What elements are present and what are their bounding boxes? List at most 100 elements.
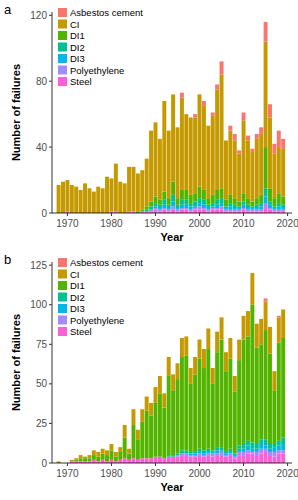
x-tick	[199, 463, 200, 466]
bar	[127, 449, 131, 454]
bar	[281, 210, 285, 212]
bar	[92, 460, 96, 463]
bar	[264, 203, 268, 208]
bar	[255, 444, 259, 449]
y-tick-label: 0	[41, 458, 47, 469]
bar	[180, 210, 184, 213]
bar	[176, 127, 180, 128]
bar	[250, 449, 254, 452]
bar	[264, 147, 268, 188]
bar	[171, 94, 175, 95]
y-tick	[49, 423, 52, 424]
y-tick	[49, 213, 52, 214]
bar	[198, 339, 202, 340]
bar	[215, 331, 219, 332]
bar	[127, 448, 131, 449]
bar	[83, 456, 87, 457]
bar	[268, 354, 272, 444]
bar	[162, 101, 166, 192]
bar	[228, 131, 232, 195]
bar	[220, 206, 224, 209]
bar	[158, 200, 162, 205]
x-tick	[67, 463, 68, 466]
bar	[246, 311, 250, 336]
bar	[206, 328, 210, 349]
bar	[272, 444, 276, 447]
bar	[268, 444, 272, 449]
bar	[277, 450, 281, 453]
bar	[105, 176, 109, 177]
bar	[272, 210, 276, 212]
bar	[264, 449, 268, 452]
bar	[96, 451, 100, 452]
bar	[202, 455, 206, 457]
bar	[145, 411, 149, 458]
bar	[184, 200, 188, 205]
bar	[109, 178, 113, 211]
bar	[242, 449, 246, 452]
bar	[184, 210, 188, 213]
legend-label: Polyethylene	[70, 315, 124, 326]
bar	[176, 198, 180, 205]
bar	[272, 206, 276, 208]
bar	[149, 131, 153, 202]
bar	[211, 116, 215, 195]
bar	[176, 363, 180, 379]
bar	[96, 452, 100, 457]
bar	[149, 458, 153, 463]
y-tick	[49, 265, 52, 266]
bar	[127, 166, 131, 167]
bar	[180, 93, 184, 98]
bar	[83, 183, 87, 184]
bar	[255, 139, 259, 198]
bar	[136, 430, 140, 439]
bar	[220, 447, 224, 450]
bar	[145, 458, 149, 463]
x-tick	[243, 213, 244, 216]
bar	[211, 210, 215, 213]
y-tick	[49, 463, 52, 464]
bar	[264, 302, 268, 330]
bar	[228, 337, 232, 338]
bar	[167, 130, 171, 131]
bar	[237, 449, 241, 452]
bar	[154, 387, 158, 403]
x-tick	[199, 213, 200, 216]
bar	[136, 429, 140, 430]
bar	[246, 441, 250, 446]
bar	[79, 455, 83, 456]
bar	[259, 344, 263, 439]
x-tick	[243, 463, 244, 466]
bar	[83, 458, 87, 461]
panel: 04080120197019801990200020102020YearNumb…	[4, 2, 298, 243]
bar	[255, 205, 259, 208]
x-axis-title: Year	[160, 231, 184, 243]
bar	[202, 349, 206, 368]
bar	[211, 113, 215, 116]
bar	[206, 452, 210, 454]
bar	[233, 375, 237, 376]
bar	[211, 452, 215, 454]
bar	[220, 188, 224, 198]
bar	[180, 454, 184, 456]
bar	[193, 193, 197, 201]
bar	[202, 101, 206, 106]
y-tick-label: 100	[30, 299, 47, 310]
bar	[193, 201, 197, 206]
bar	[259, 127, 263, 134]
bar	[145, 158, 149, 159]
bar	[215, 84, 219, 89]
bar	[158, 139, 162, 200]
bar	[224, 208, 228, 210]
bar	[74, 187, 78, 213]
bar	[255, 347, 259, 444]
bar	[224, 371, 228, 452]
bar	[180, 205, 184, 208]
bar	[228, 203, 232, 206]
bar	[259, 318, 263, 319]
x-tick	[111, 213, 112, 216]
bar	[193, 206, 197, 208]
bar	[272, 452, 276, 457]
y-axis-line	[52, 12, 53, 213]
bar	[171, 94, 175, 181]
